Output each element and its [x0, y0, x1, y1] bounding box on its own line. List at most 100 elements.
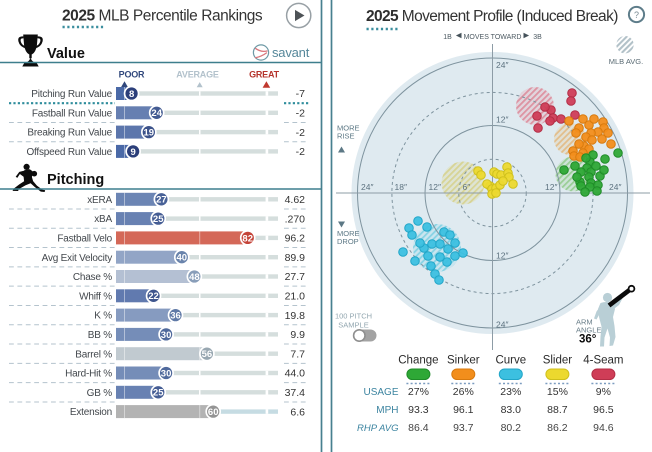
svg-text:Change: Change [398, 355, 438, 367]
svg-text:12″: 12″ [429, 182, 441, 192]
svg-text:AVERAGE: AVERAGE [176, 70, 219, 80]
svg-text:-2: -2 [296, 127, 305, 139]
svg-text:Value: Value [47, 46, 85, 62]
svg-text:2025 Movement Profile (Induced: 2025 Movement Profile (Induced Break) [366, 8, 618, 25]
svg-text:88.7: 88.7 [547, 404, 568, 416]
svg-text:1B: 1B [443, 34, 452, 41]
svg-text:96.1: 96.1 [453, 404, 474, 416]
svg-text:Slider: Slider [543, 355, 573, 367]
svg-text:12″: 12″ [496, 115, 508, 125]
svg-text:RHP AVG: RHP AVG [357, 423, 399, 434]
svg-text:86.4: 86.4 [408, 422, 429, 434]
svg-text:100 PITCH: 100 PITCH [335, 312, 372, 321]
svg-text:Hard-Hit %: Hard-Hit % [65, 369, 112, 380]
svg-text:96.2: 96.2 [285, 233, 306, 245]
svg-text:30: 30 [161, 368, 172, 379]
svg-text:27.7: 27.7 [285, 271, 306, 283]
svg-text:Sinker: Sinker [447, 355, 480, 367]
svg-text:25: 25 [153, 388, 164, 399]
svg-text:22: 22 [148, 291, 159, 302]
svg-text:82: 82 [242, 233, 253, 244]
svg-text:3B: 3B [533, 34, 542, 41]
svg-text:56: 56 [202, 349, 213, 360]
svg-text:93.7: 93.7 [453, 422, 474, 434]
svg-text:89.9: 89.9 [285, 252, 306, 264]
svg-text:Pitching: Pitching [47, 172, 104, 188]
svg-text:Curve: Curve [495, 355, 526, 367]
svg-text:37.4: 37.4 [285, 387, 306, 399]
svg-text:Fastball Run Value: Fastball Run Value [32, 108, 113, 119]
svg-text:9.9: 9.9 [290, 329, 305, 341]
svg-text:9%: 9% [596, 386, 611, 398]
svg-text:30: 30 [161, 330, 172, 341]
svg-text:86.2: 86.2 [547, 422, 568, 434]
svg-text:36°: 36° [579, 334, 597, 346]
svg-text:19: 19 [144, 128, 155, 139]
svg-text:24″: 24″ [361, 182, 373, 192]
svg-text:MOVES TOWARD: MOVES TOWARD [464, 34, 522, 41]
svg-text:MPH: MPH [376, 405, 398, 416]
svg-text:xERA: xERA [87, 195, 112, 206]
svg-text:24″: 24″ [609, 182, 621, 192]
svg-text:POOR: POOR [119, 70, 145, 80]
svg-text:36: 36 [170, 311, 181, 322]
svg-text:27%: 27% [408, 386, 429, 398]
svg-text:ANGLE: ANGLE [576, 326, 601, 335]
svg-text:-7: -7 [296, 88, 305, 100]
svg-text:savant: savant [272, 45, 310, 60]
svg-text:xBA: xBA [94, 214, 112, 225]
svg-text:25: 25 [153, 214, 164, 225]
svg-text:21.0: 21.0 [285, 291, 306, 303]
svg-text:2025 MLB Percentile Rankings: 2025 MLB Percentile Rankings [62, 8, 263, 25]
svg-text:Fastball Velo: Fastball Velo [57, 234, 112, 245]
svg-text:19.8: 19.8 [285, 310, 306, 322]
svg-text:-2: -2 [296, 108, 305, 120]
svg-text:Chase %: Chase % [73, 272, 112, 283]
svg-text:83.0: 83.0 [501, 404, 522, 416]
svg-text:8: 8 [129, 89, 134, 100]
svg-text:15%: 15% [547, 386, 568, 398]
svg-text:DROP: DROP [337, 237, 359, 246]
svg-text:6.6: 6.6 [290, 406, 305, 418]
svg-text:44.0: 44.0 [285, 368, 306, 380]
svg-text:MORE: MORE [337, 124, 360, 133]
svg-text:24: 24 [151, 108, 162, 119]
svg-text:93.3: 93.3 [408, 404, 429, 416]
svg-text:.270: .270 [285, 213, 306, 225]
svg-text:18″: 18″ [395, 182, 407, 192]
svg-text:12″: 12″ [545, 182, 557, 192]
svg-text:60: 60 [208, 407, 219, 418]
svg-text:9: 9 [130, 147, 135, 158]
svg-text:27: 27 [156, 195, 167, 206]
svg-text:24″: 24″ [496, 319, 508, 329]
svg-text:GREAT: GREAT [249, 70, 280, 80]
svg-text:23%: 23% [500, 386, 521, 398]
svg-text:48: 48 [189, 272, 200, 283]
svg-text:GB %: GB % [87, 388, 113, 399]
svg-text:Extension: Extension [70, 407, 112, 418]
svg-text:K %: K % [94, 311, 112, 322]
svg-text:40: 40 [177, 253, 188, 264]
svg-text:4-Seam: 4-Seam [583, 355, 623, 367]
svg-text:24″: 24″ [496, 60, 508, 70]
svg-text:80.2: 80.2 [501, 422, 522, 434]
svg-text:96.5: 96.5 [593, 404, 614, 416]
svg-text:7.7: 7.7 [290, 348, 305, 360]
svg-text:BB %: BB % [88, 330, 113, 341]
svg-text:Offspeed Run Value: Offspeed Run Value [26, 147, 112, 158]
svg-text:Barrel %: Barrel % [75, 349, 112, 360]
svg-text:RISE: RISE [337, 132, 355, 141]
svg-text:ARM: ARM [576, 318, 593, 327]
svg-text:MORE: MORE [337, 229, 360, 238]
svg-text:Pitching Run Value: Pitching Run Value [31, 89, 112, 100]
svg-text:SAMPLE: SAMPLE [338, 321, 368, 330]
svg-text:12″: 12″ [496, 250, 508, 260]
svg-text:MLB AVG.: MLB AVG. [609, 57, 643, 66]
svg-text:-2: -2 [296, 146, 305, 158]
svg-text:Breaking Run Value: Breaking Run Value [27, 128, 112, 139]
svg-text:94.6: 94.6 [593, 422, 614, 434]
svg-text:4.62: 4.62 [285, 194, 306, 206]
svg-text:?: ? [634, 10, 639, 20]
svg-text:Whiff %: Whiff % [79, 291, 112, 302]
svg-text:6″: 6″ [463, 182, 471, 192]
